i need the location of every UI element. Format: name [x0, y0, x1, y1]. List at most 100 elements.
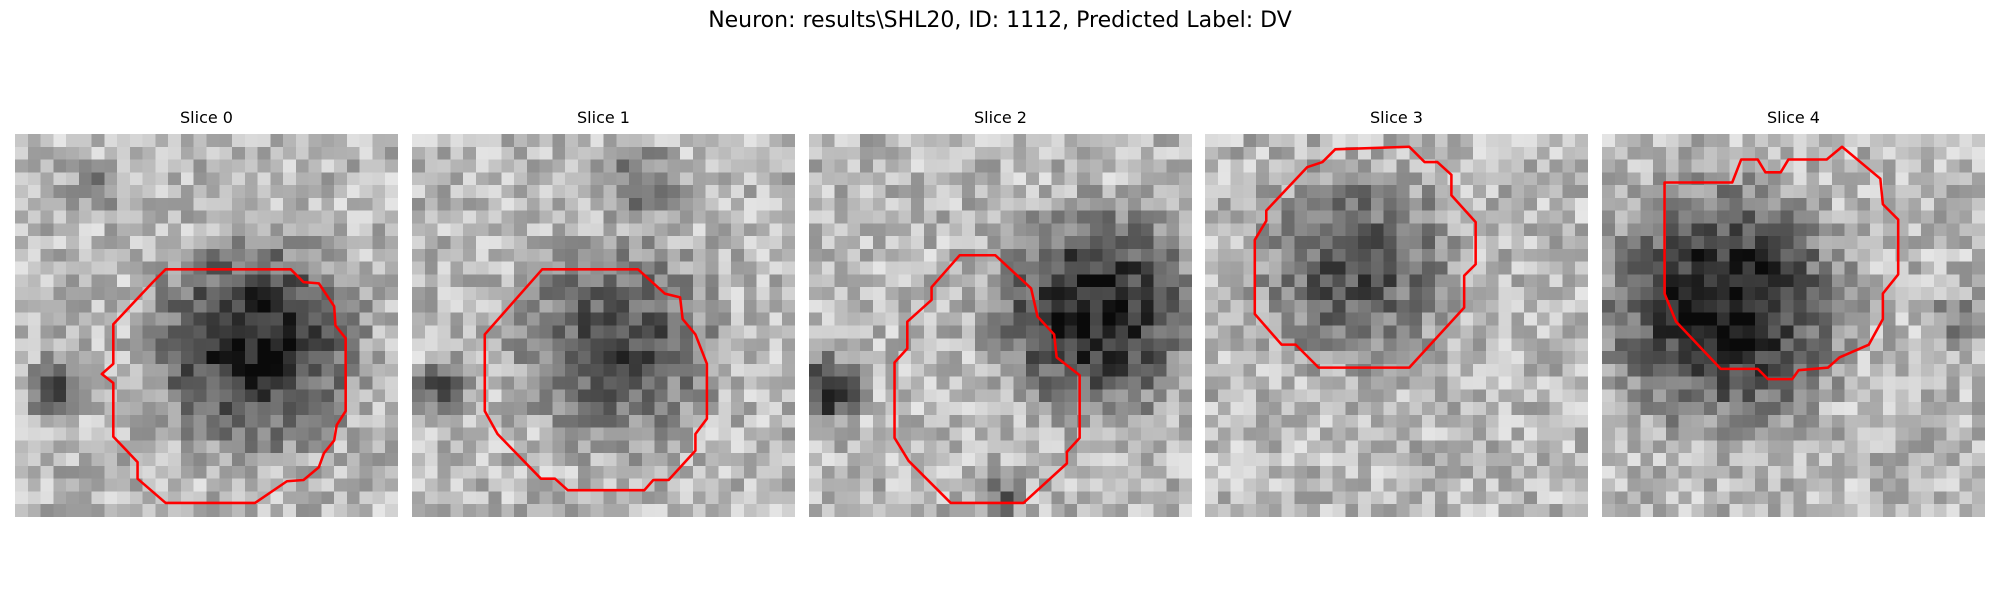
pixel — [1447, 325, 1461, 339]
pixel — [142, 376, 156, 390]
pixel — [526, 440, 540, 454]
pixel — [936, 338, 950, 352]
pixel — [1524, 274, 1537, 288]
pixel — [488, 325, 502, 339]
pixel — [641, 312, 655, 326]
pixel — [385, 146, 398, 160]
pixel — [463, 236, 476, 249]
pixel — [526, 427, 540, 441]
pixel — [142, 351, 156, 364]
pixel — [1678, 363, 1692, 377]
pixel — [962, 478, 975, 492]
pixel — [731, 427, 744, 441]
pixel — [475, 274, 489, 288]
pixel — [1627, 478, 1641, 492]
pixel — [654, 185, 668, 198]
pixel — [1230, 210, 1244, 224]
pixel — [769, 146, 783, 160]
pixel — [78, 427, 92, 441]
pixel — [1729, 312, 1743, 326]
pixel — [359, 453, 373, 466]
pixel — [104, 236, 118, 249]
pixel — [1409, 427, 1423, 441]
pixel — [15, 134, 28, 147]
pixel — [1422, 389, 1435, 403]
pixel — [1422, 197, 1435, 211]
pixel — [1294, 465, 1308, 479]
pixel — [539, 299, 553, 313]
pixel — [1946, 504, 1960, 517]
pixel — [1716, 146, 1730, 160]
pixel — [1870, 453, 1883, 466]
pixel — [1691, 351, 1705, 364]
pixel — [911, 440, 924, 454]
pixel — [1844, 159, 1858, 173]
pixel — [1217, 159, 1231, 173]
pixel — [1026, 363, 1039, 377]
pixel — [1115, 261, 1129, 275]
pixel — [450, 338, 464, 352]
pixel — [1217, 465, 1231, 479]
pixel — [1319, 402, 1333, 415]
pixel — [232, 491, 245, 505]
pixel — [1268, 134, 1282, 147]
pixel — [705, 223, 719, 237]
pixel — [295, 299, 309, 313]
pixel — [244, 185, 258, 198]
pixel — [718, 210, 732, 224]
pixel — [898, 210, 912, 224]
pixel — [129, 185, 143, 198]
pixel — [1704, 248, 1717, 262]
pixel — [1959, 261, 1973, 275]
pixel — [936, 351, 950, 364]
pixel — [1933, 172, 1947, 186]
pixel — [308, 402, 322, 415]
pixel — [923, 376, 937, 390]
pixel — [552, 338, 566, 352]
pixel — [40, 389, 54, 403]
pixel — [974, 146, 988, 160]
pixel — [974, 351, 988, 364]
pixel — [1485, 261, 1499, 275]
pixel — [1704, 274, 1717, 288]
pixel — [1383, 465, 1397, 479]
pixel — [219, 312, 233, 326]
pixel — [1959, 351, 1973, 364]
pixel — [168, 325, 181, 339]
pixel — [834, 491, 848, 505]
pixel — [705, 134, 719, 147]
pixel — [1767, 287, 1781, 300]
pixel — [1678, 414, 1692, 428]
pixel — [1217, 299, 1231, 313]
pixel — [1716, 491, 1730, 505]
pixel — [731, 261, 744, 275]
pixel — [1243, 491, 1257, 505]
pixel — [1038, 248, 1052, 262]
pixel — [1089, 363, 1103, 377]
pixel — [232, 146, 245, 160]
pixel — [1051, 287, 1065, 300]
pixel — [1972, 299, 1985, 313]
pixel — [1908, 402, 1922, 415]
pixel — [1460, 248, 1474, 262]
pixel — [1831, 440, 1845, 454]
pixel — [1038, 491, 1052, 505]
pixel — [244, 414, 258, 428]
pixel — [1959, 172, 1973, 186]
pixel — [1013, 402, 1027, 415]
pixel — [860, 351, 873, 364]
pixel — [936, 440, 950, 454]
pixel — [1882, 197, 1896, 211]
pixel — [1895, 376, 1909, 390]
pixel — [15, 223, 28, 237]
pixel — [1358, 146, 1371, 160]
pixel — [1857, 274, 1871, 288]
pixel — [463, 172, 476, 186]
pixel — [1972, 376, 1985, 390]
pixel — [1755, 453, 1768, 466]
pixel — [1000, 261, 1014, 275]
pixel — [424, 465, 438, 479]
pixel — [1691, 427, 1705, 441]
pixel — [872, 146, 886, 160]
pixel — [1793, 325, 1807, 339]
